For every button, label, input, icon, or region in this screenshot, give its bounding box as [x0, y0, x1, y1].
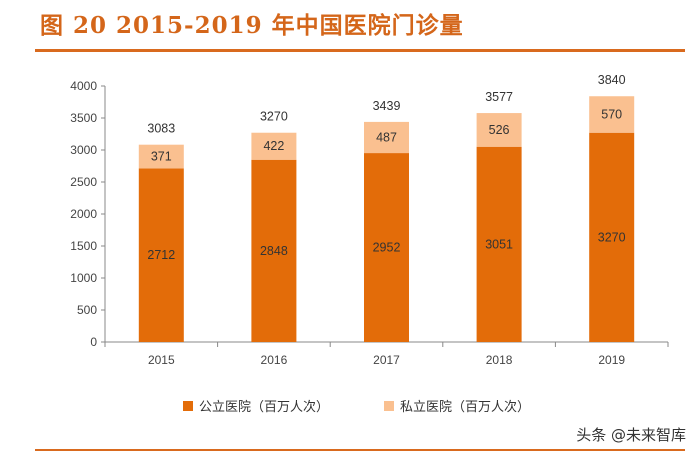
data-label-total-2016: 3270	[260, 110, 288, 124]
bar-public-2019	[589, 132, 635, 342]
y-tick-label: 2500	[70, 175, 97, 189]
data-label-total-2019: 3840	[598, 73, 626, 87]
bar-private-2015	[138, 144, 184, 169]
bar-public-2016	[251, 159, 297, 342]
y-tick-label: 500	[77, 303, 97, 317]
watermark-text: 头条 @未来智库	[576, 426, 686, 444]
x-category-label: 2018	[486, 353, 513, 367]
y-tick-label: 4000	[70, 79, 97, 93]
data-label-public-2017: 2952	[373, 241, 401, 255]
y-tick-label: 3500	[70, 111, 97, 125]
data-label-public-2018: 3051	[485, 237, 513, 251]
y-tick-label: 1500	[70, 239, 97, 253]
y-tick-label: 0	[90, 335, 97, 349]
legend-swatch-private	[384, 401, 394, 411]
title-divider	[35, 49, 685, 52]
page-title: 图 20 2015-2019 年中国医院门诊量	[40, 12, 464, 39]
y-tick-label: 2000	[70, 207, 97, 221]
bar-private-2016	[251, 132, 297, 160]
data-label-private-2016: 422	[263, 139, 284, 153]
bar-private-2019	[589, 96, 635, 133]
bar-public-2018	[476, 146, 522, 342]
x-category-label: 2015	[148, 353, 175, 367]
bar-private-2018	[476, 113, 522, 147]
x-category-label: 2017	[373, 353, 400, 367]
y-tick-label: 1000	[70, 271, 97, 285]
x-category-label: 2019	[598, 353, 625, 367]
bar-private-2017	[364, 121, 409, 154]
data-label-private-2018: 526	[489, 123, 510, 137]
data-label-private-2017: 487	[376, 130, 397, 144]
legend-swatch-public	[183, 401, 193, 411]
bottom-divider	[35, 449, 685, 451]
data-label-total-2017: 3439	[373, 99, 401, 113]
data-label-public-2019: 3270	[598, 230, 626, 244]
x-category-label: 2016	[261, 353, 288, 367]
legend-label-public: 公立医院（百万人次）	[199, 399, 329, 415]
data-label-public-2016: 2848	[260, 244, 288, 258]
data-label-total-2015: 3083	[147, 122, 175, 136]
data-label-total-2018: 3577	[485, 90, 513, 104]
bar-public-2017	[364, 153, 409, 342]
bar-public-2015	[138, 168, 184, 342]
data-label-public-2015: 2712	[147, 248, 175, 262]
legend-label-private: 私立医院（百万人次）	[400, 399, 530, 415]
y-tick-label: 3000	[70, 143, 97, 157]
data-label-private-2019: 570	[601, 107, 622, 121]
data-label-private-2015: 371	[151, 150, 172, 164]
